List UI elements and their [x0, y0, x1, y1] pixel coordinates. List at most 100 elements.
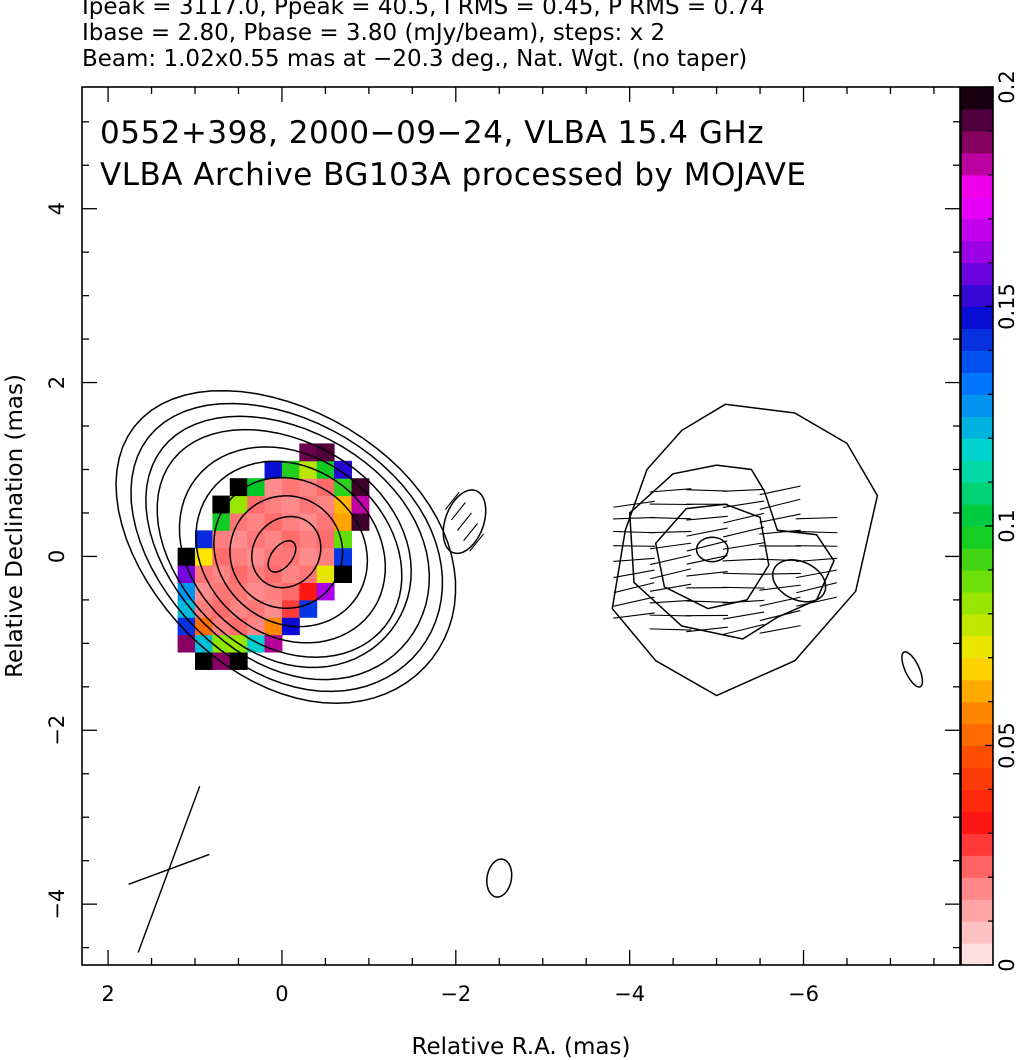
core-contour — [213, 476, 369, 628]
colorbar-segment — [961, 284, 993, 308]
pol-pixel — [177, 547, 196, 566]
core-contour — [178, 446, 403, 658]
colorbar-segment — [961, 328, 993, 351]
evpa-vector — [649, 530, 692, 534]
secondary-contour-outer — [611, 403, 879, 697]
pol-pixel — [264, 478, 283, 497]
evpa-vector — [796, 596, 838, 607]
evpa-vector — [759, 609, 801, 622]
pol-pixel — [212, 565, 231, 584]
pol-pixel — [247, 547, 266, 566]
colorbar-segment — [961, 482, 993, 505]
pol-pixel — [177, 634, 196, 653]
pol-pixel — [316, 460, 335, 479]
pol-pixel — [195, 582, 213, 601]
annotation-line-2: VLBA Archive BG103A processed by MOJAVE — [100, 157, 807, 193]
colorbar-segment — [961, 152, 993, 176]
hatch-mark — [444, 491, 460, 510]
pol-pixel — [281, 582, 300, 601]
evpa-vector — [723, 623, 764, 635]
core-contour — [229, 495, 344, 610]
pol-pixel — [212, 512, 231, 531]
pol-pixel — [212, 495, 231, 514]
colorbar-segment — [961, 108, 993, 132]
x-tick-label: 2 — [101, 982, 114, 1006]
evpa-vector — [795, 516, 838, 520]
colorbar-segment — [961, 789, 993, 812]
pol-pixel — [212, 530, 231, 549]
evpa-vector — [759, 625, 801, 634]
evpa-vector — [650, 554, 691, 566]
evpa-vector — [722, 586, 765, 589]
pol-pixel — [316, 565, 335, 584]
pol-pixel — [281, 530, 300, 549]
pol-pixel — [281, 565, 300, 584]
x-tick-label: −4 — [614, 982, 645, 1006]
colorbar-tick-label: 0 — [995, 958, 1019, 971]
evpa-vector — [722, 542, 765, 550]
core-contour — [195, 460, 387, 644]
core-contour — [115, 389, 457, 704]
polarization-vectors — [444, 485, 838, 635]
colorbar-segment — [961, 87, 993, 110]
pol-pixel — [247, 512, 266, 531]
pol-pixel — [299, 547, 318, 566]
evpa-vector — [613, 545, 655, 547]
pol-pixel — [264, 495, 283, 514]
evpa-vector — [613, 500, 655, 508]
core-contour — [130, 402, 444, 693]
pol-pixel — [195, 652, 213, 670]
colorbar-segment — [961, 372, 993, 395]
beam-cross — [128, 785, 210, 953]
colorbar-segment — [961, 460, 993, 483]
x-tick-label: −6 — [788, 982, 819, 1006]
pol-pixel — [264, 460, 283, 479]
evpa-vector — [759, 529, 801, 535]
pol-pixel — [264, 617, 283, 636]
evpa-vector — [759, 485, 801, 496]
core-contour — [156, 428, 412, 669]
isolated-contour — [486, 858, 513, 898]
x-tick-label: 0 — [275, 982, 288, 1006]
core-contour — [267, 540, 297, 573]
colorbar-segment — [961, 877, 993, 900]
colorbar-segment — [961, 745, 993, 769]
y-axis: −4 −2 0 2 4 — [45, 121, 960, 949]
pol-pixel — [229, 582, 248, 601]
colorbar-segment — [961, 416, 993, 439]
evpa-vector — [613, 530, 655, 534]
pol-pixel — [177, 565, 196, 584]
evpa-vector — [722, 488, 765, 492]
colorbar-segment — [961, 855, 993, 878]
x-axis-label: Relative R.A. (mas) — [412, 1034, 631, 1060]
evpa-vector — [723, 526, 764, 538]
colorbar-segment — [961, 635, 993, 659]
colorbar-segment — [961, 526, 993, 549]
pol-pixel — [264, 512, 283, 531]
colorbar-segment — [961, 613, 993, 637]
pol-pixel — [229, 495, 248, 514]
pol-pixel — [299, 599, 318, 618]
evpa-vector — [613, 596, 655, 607]
pol-pixel — [316, 512, 335, 531]
evpa-vector — [686, 489, 728, 492]
colorbar-segment — [961, 306, 993, 330]
evpa-vector — [649, 614, 692, 617]
evpa-vector — [649, 542, 692, 550]
evpa-vector — [795, 545, 838, 547]
evpa-vector — [649, 599, 692, 604]
colorbar-segment — [961, 547, 993, 571]
pol-pixel — [247, 582, 266, 601]
pol-pixel — [299, 478, 318, 497]
pol-pixel — [264, 599, 283, 618]
pol-pixel — [299, 495, 318, 514]
evpa-vector — [650, 568, 691, 580]
evpa-vector — [686, 515, 728, 521]
evpa-vector — [759, 572, 801, 575]
header-line-3: Beam: 1.02x0.55 mas at −20.3 deg., Nat. … — [82, 46, 748, 72]
colorbar-segment — [961, 262, 993, 286]
colorbar-segment — [961, 767, 993, 790]
pol-pixel — [229, 565, 248, 584]
evpa-vector — [722, 500, 765, 509]
